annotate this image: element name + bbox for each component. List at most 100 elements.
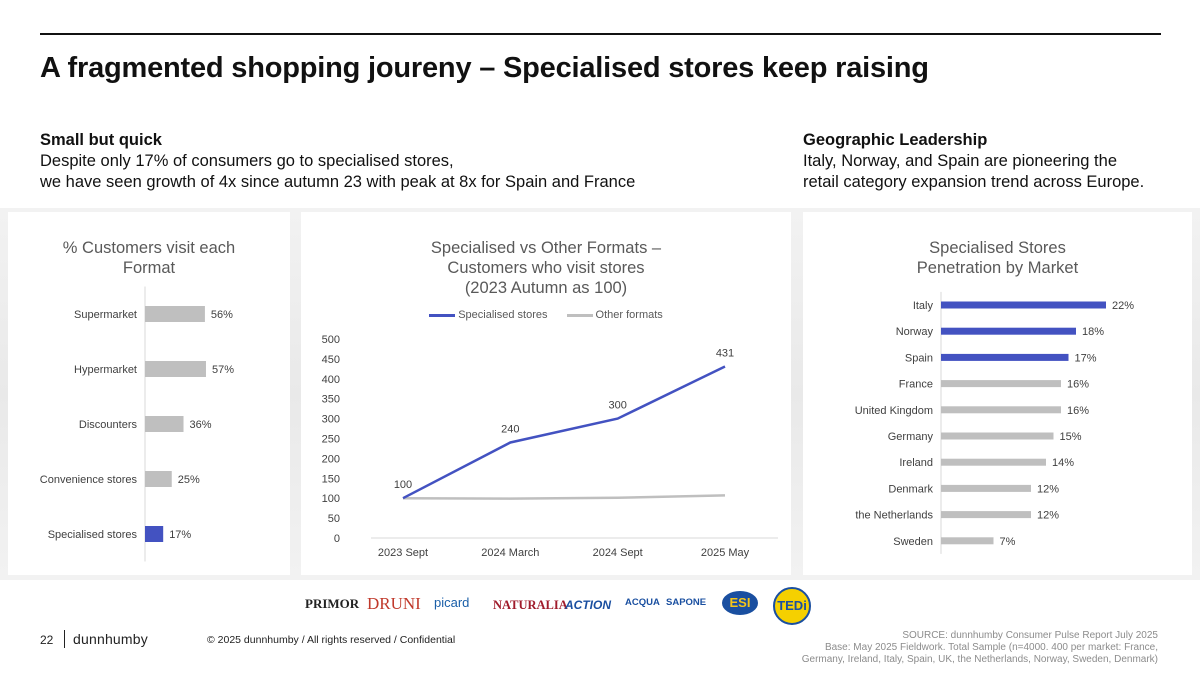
trend-chart-title-line3: (2023 Autumn as 100) bbox=[464, 279, 628, 297]
trend-data-label: 300 bbox=[608, 400, 626, 412]
legend-item-specialised: Specialised stores bbox=[429, 309, 547, 321]
right-blurb-heading: Geographic Leadership bbox=[803, 131, 988, 149]
left-blurb-line1: Despite only 17% of consumers go to spec… bbox=[40, 152, 454, 170]
format-category-label: Discounters bbox=[79, 419, 138, 431]
copyright-text: © 2025 dunnhumby / All rights reserved /… bbox=[207, 634, 456, 646]
market-chart-panel: Specialised Stores Penetration by Market… bbox=[803, 212, 1192, 575]
logo-acqua: ACQUA bbox=[625, 597, 660, 608]
market-bar bbox=[941, 432, 1054, 440]
trend-chart-title-line2: Customers who visit stores bbox=[447, 259, 645, 277]
format-bar bbox=[145, 526, 164, 542]
source-line3: Germany, Ireland, Italy, Spain, UK, the … bbox=[801, 654, 1158, 665]
market-category-label: Italy bbox=[913, 300, 934, 312]
footer-divider bbox=[64, 630, 65, 648]
market-category-label: France bbox=[899, 379, 933, 391]
left-blurb: Small but quick Despite only 17% of cons… bbox=[40, 130, 635, 193]
format-value-label: 25% bbox=[178, 474, 200, 486]
left-blurb-line2: we have seen growth of 4x since autumn 2… bbox=[40, 173, 636, 191]
trend-chart-panel: Specialised vs Other Formats – Customers… bbox=[301, 212, 791, 575]
market-value-label: 16% bbox=[1067, 405, 1089, 417]
market-bar bbox=[941, 484, 1031, 492]
trend-data-label: 240 bbox=[501, 423, 519, 435]
slide-title: A fragmented shopping joureny – Speciali… bbox=[40, 52, 929, 84]
market-value-label: 16% bbox=[1067, 379, 1089, 391]
top-rule bbox=[40, 33, 1161, 35]
market-value-label: 22% bbox=[1112, 300, 1134, 312]
right-blurb-line1: Italy, Norway, and Spain are pioneering … bbox=[803, 152, 1117, 170]
source-line2: Base: May 2025 Fieldwork. Total Sample (… bbox=[824, 642, 1158, 653]
format-value-label: 36% bbox=[190, 419, 212, 431]
format-value-label: 56% bbox=[211, 309, 233, 321]
trend-x-tick-label: 2024 Sept bbox=[593, 547, 643, 559]
trend-y-tick-label: 350 bbox=[322, 394, 340, 406]
format-value-label: 17% bbox=[169, 529, 191, 541]
right-blurb-line2: retail category expansion trend across E… bbox=[803, 173, 1145, 191]
trend-series-line-other bbox=[402, 494, 726, 500]
market-value-label: 14% bbox=[1052, 457, 1074, 469]
market-value-label: 7% bbox=[1000, 536, 1016, 548]
format-bar bbox=[145, 471, 172, 487]
format-category-label: Supermarket bbox=[74, 309, 137, 321]
market-chart-title-line1: Specialised Stores bbox=[929, 239, 1066, 257]
market-category-label: Ireland bbox=[899, 457, 933, 469]
logo-naturalia: NATURALIA bbox=[493, 598, 568, 612]
logo-druni: DRUNI bbox=[367, 594, 421, 613]
trend-y-tick-label: 50 bbox=[328, 513, 340, 525]
logo-tedi: TEDi bbox=[773, 587, 811, 625]
market-category-label: the Netherlands bbox=[855, 510, 933, 522]
market-category-label: Norway bbox=[896, 326, 934, 338]
format-value-label: 57% bbox=[212, 364, 234, 376]
market-value-label: 12% bbox=[1037, 483, 1059, 495]
market-chart-title: Specialised Stores Penetration by Market bbox=[803, 238, 1192, 278]
trend-y-tick-label: 100 bbox=[322, 493, 340, 505]
format-chart-title-line1: % Customers visit each bbox=[62, 239, 236, 257]
brand-logo: dunnhumby bbox=[73, 631, 148, 647]
legend-label-specialised: Specialised stores bbox=[458, 309, 548, 321]
market-bar bbox=[941, 380, 1061, 388]
format-bar bbox=[145, 306, 205, 322]
trend-y-tick-label: 300 bbox=[322, 414, 340, 426]
trend-y-tick-label: 250 bbox=[322, 434, 340, 446]
trend-data-label: 431 bbox=[716, 347, 734, 359]
format-chart-title: % Customers visit each Format bbox=[8, 238, 290, 278]
market-value-label: 15% bbox=[1060, 431, 1082, 443]
market-bar-chart: Italy 22% Norway 18% Spain 17% France 16% United… bbox=[855, 291, 1134, 554]
legend-label-other: Other formats bbox=[595, 309, 663, 321]
market-value-label: 17% bbox=[1075, 352, 1097, 364]
market-category-label: Germany bbox=[888, 431, 934, 443]
market-category-label: Denmark bbox=[888, 483, 933, 495]
page-number: 22 bbox=[40, 633, 54, 647]
trend-y-tick-label: 150 bbox=[322, 473, 340, 485]
logo-picard: picard bbox=[434, 595, 470, 610]
format-bar bbox=[145, 416, 184, 432]
format-chart-panel: % Customers visit each Format Supermarke… bbox=[8, 212, 290, 575]
logo-primor: PRIMOR bbox=[305, 596, 360, 611]
trend-y-tick-label: 450 bbox=[322, 354, 340, 366]
source-line1: SOURCE: dunnhumby Consumer Pulse Report … bbox=[902, 630, 1158, 641]
market-bar bbox=[941, 458, 1046, 466]
retailer-logos: PRIMOR DRUNI picard NATURALIA ACTION ACQ… bbox=[303, 585, 823, 625]
format-category-label: Convenience stores bbox=[40, 474, 138, 486]
market-chart-title-line2: Penetration by Market bbox=[916, 259, 1079, 277]
legend-item-other: Other formats bbox=[566, 309, 663, 321]
market-category-label: Sweden bbox=[893, 536, 933, 548]
trend-legend: Specialised stores Other formats bbox=[301, 309, 791, 321]
market-bar bbox=[941, 353, 1069, 361]
trend-y-tick-label: 0 bbox=[334, 533, 340, 545]
trend-y-tick-label: 500 bbox=[322, 334, 340, 346]
right-blurb: Geographic Leadership Italy, Norway, and… bbox=[803, 130, 1144, 193]
logo-esi: ESI bbox=[722, 591, 758, 615]
format-category-label: Specialised stores bbox=[48, 529, 138, 541]
market-value-label: 12% bbox=[1037, 510, 1059, 522]
market-category-label: Spain bbox=[905, 352, 933, 364]
market-bar bbox=[941, 327, 1076, 335]
trend-x-tick-label: 2025 May bbox=[701, 547, 750, 559]
trend-chart-title-line1: Specialised vs Other Formats – bbox=[430, 239, 662, 257]
trend-y-tick-label: 200 bbox=[322, 453, 340, 465]
source-note: SOURCE: dunnhumby Consumer Pulse Report … bbox=[802, 630, 1158, 666]
market-bar bbox=[941, 406, 1061, 414]
trend-x-tick-label: 2023 Sept bbox=[378, 547, 428, 559]
left-blurb-heading: Small but quick bbox=[40, 131, 162, 149]
trend-series-line-specialised bbox=[402, 365, 726, 500]
format-chart-title-line2: Format bbox=[122, 259, 176, 277]
